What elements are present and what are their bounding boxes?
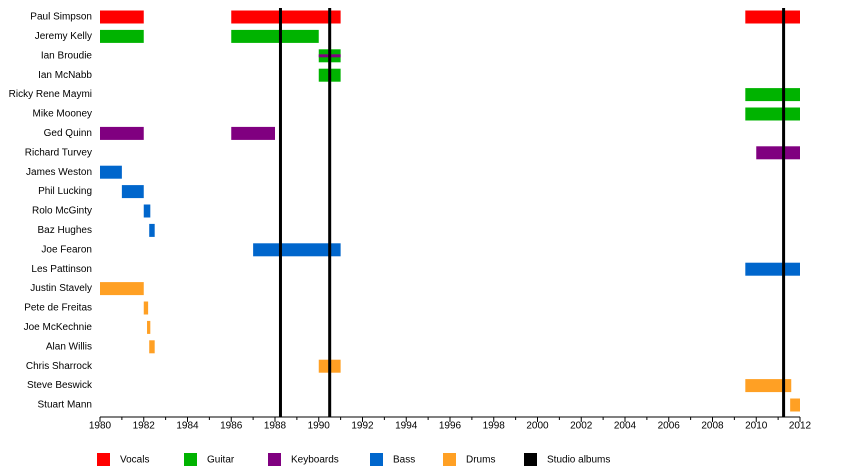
row-label: Alan Willis — [46, 341, 92, 352]
bar — [231, 29, 319, 43]
x-tick-label: 2000 — [526, 421, 549, 432]
bar — [790, 398, 800, 412]
bar — [745, 262, 800, 276]
bar — [147, 320, 151, 334]
bar — [149, 340, 155, 354]
bar — [100, 126, 144, 140]
x-tick-label: 1990 — [308, 421, 331, 432]
legend-label: Keyboards — [291, 455, 339, 466]
row-label: Ged Quinn — [44, 128, 92, 139]
legend-swatch — [184, 453, 197, 466]
row-label: Ricky Rene Maymi — [9, 89, 92, 100]
bar — [149, 223, 155, 237]
legend-label: Studio albums — [547, 455, 610, 466]
row-label: Phil Lucking — [38, 186, 92, 197]
x-tick-label: 2010 — [745, 421, 768, 432]
row-label: Ian Broudie — [41, 50, 93, 61]
bar — [143, 301, 149, 315]
row-label: Les Pattinson — [31, 264, 92, 275]
bar — [100, 29, 144, 43]
legend-label: Guitar — [207, 455, 235, 466]
x-tick-label: 2012 — [789, 421, 812, 432]
legend-label: Vocals — [120, 455, 149, 466]
bar — [231, 126, 275, 140]
x-tick-label: 1980 — [89, 421, 112, 432]
row-label: Richard Turvey — [25, 147, 92, 158]
x-tick-label: 2002 — [570, 421, 593, 432]
row-label: Jeremy Kelly — [35, 31, 92, 42]
x-tick-label: 2006 — [658, 421, 681, 432]
row-label: Joe McKechnie — [24, 322, 93, 333]
x-tick-label: 2004 — [614, 421, 637, 432]
legend-swatch — [268, 453, 281, 466]
row-label: James Weston — [26, 167, 92, 178]
bar — [100, 165, 122, 179]
x-tick-label: 1996 — [439, 421, 462, 432]
bar — [121, 185, 144, 199]
row-label: Steve Beswick — [27, 380, 93, 391]
bar — [253, 243, 341, 257]
legend-swatch — [524, 453, 537, 466]
row-label: Ian McNabb — [38, 70, 92, 81]
bar — [756, 146, 800, 160]
bar — [143, 204, 151, 218]
legend-swatch — [443, 453, 456, 466]
row-label: Chris Sharrock — [26, 361, 93, 372]
legend-swatch — [370, 453, 383, 466]
legend-label: Drums — [466, 455, 495, 466]
row-label: Paul Simpson — [30, 12, 92, 23]
row-label: Baz Hughes — [38, 225, 92, 236]
bar — [100, 10, 144, 24]
bar — [100, 282, 144, 296]
bar — [745, 379, 792, 393]
legend-swatch — [97, 453, 110, 466]
x-tick-label: 1988 — [264, 421, 287, 432]
x-tick-label: 1994 — [395, 421, 418, 432]
bar — [745, 10, 800, 24]
x-tick-label: 1998 — [483, 421, 506, 432]
x-tick-label: 1984 — [176, 421, 199, 432]
bar — [745, 107, 800, 121]
row-label: Justin Stavely — [30, 283, 92, 294]
x-tick-label: 1992 — [351, 421, 374, 432]
row-label: Mike Mooney — [33, 109, 92, 120]
row-label: Pete de Freitas — [24, 303, 92, 314]
x-tick-label: 1982 — [133, 421, 156, 432]
row-label: Stuart Mann — [38, 400, 92, 411]
bar — [231, 10, 341, 24]
x-tick-label: 2008 — [701, 421, 724, 432]
legend-label: Bass — [393, 455, 415, 466]
row-label: Rolo McGinty — [32, 206, 92, 217]
bar — [745, 88, 800, 102]
row-label: Joe Fearon — [41, 244, 92, 255]
x-tick-label: 1986 — [220, 421, 243, 432]
